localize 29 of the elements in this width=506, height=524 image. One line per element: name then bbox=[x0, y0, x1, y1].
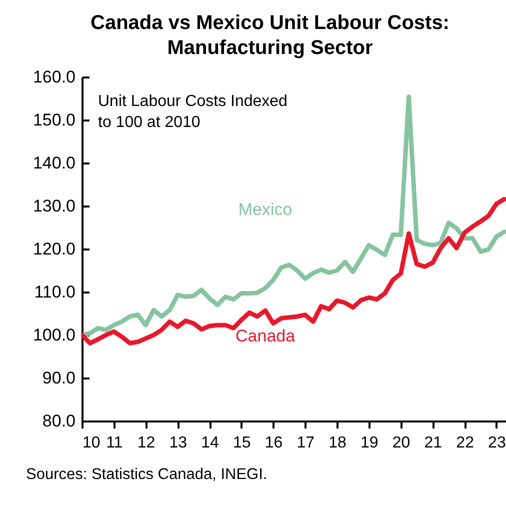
line-series bbox=[82, 196, 506, 346]
annotation: Unit Labour Costs Indexed to 100 at 2010 bbox=[98, 93, 288, 131]
x-tick-label: 22 bbox=[456, 434, 474, 452]
x-tick-label: 11 bbox=[106, 434, 123, 452]
text: Mexico bbox=[238, 200, 292, 220]
y-tick-label: 140.0 bbox=[32, 154, 76, 172]
y-tick-label: 130.0 bbox=[32, 196, 76, 216]
x-tick-label: 15 bbox=[233, 434, 251, 452]
chart-title: Canada vs Mexico Unit Labour Costs: Manufacturing Sector bbox=[90, 12, 450, 59]
y-tick-label: 120.0 bbox=[32, 240, 76, 258]
x-tick-label: 18 bbox=[328, 434, 347, 452]
y-tick-label: 110.0 bbox=[34, 282, 76, 302]
x-tick-label: 13 bbox=[169, 434, 188, 452]
source-note: Sources: Statistics Canada, INEGI. bbox=[26, 466, 268, 483]
x-tick-label: 17 bbox=[296, 434, 315, 452]
y-tick-label: 90.0 bbox=[42, 368, 76, 388]
x-tick-label: 21 bbox=[424, 434, 442, 452]
x-tick-label: 10 bbox=[82, 434, 100, 452]
x-tick-label: 19 bbox=[360, 434, 378, 452]
x-tick-label: 16 bbox=[264, 434, 283, 452]
x-tick-label: 14 bbox=[201, 434, 220, 452]
x-tick-label: 12 bbox=[137, 434, 156, 452]
y-tick-label: 160.0 bbox=[32, 68, 76, 86]
x-tick-label: 23 bbox=[488, 434, 506, 452]
x-tick-label: 20 bbox=[392, 434, 410, 452]
series-label: Canada bbox=[236, 326, 296, 346]
y-tick-label: 100.0 bbox=[32, 326, 76, 344]
y-tick-label: 150.0 bbox=[32, 110, 76, 130]
y-tick-label: 80.0 bbox=[42, 412, 76, 430]
